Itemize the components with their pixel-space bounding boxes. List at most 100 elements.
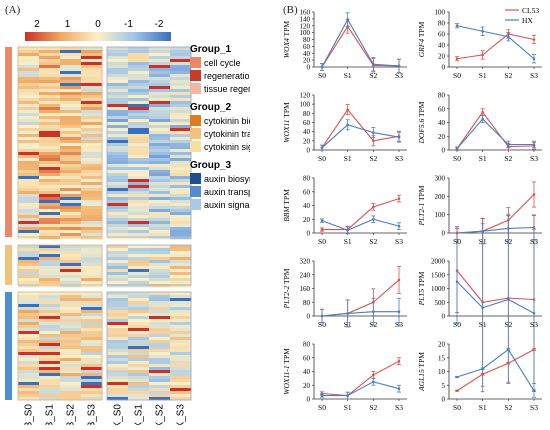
heatmap-cell	[170, 373, 192, 377]
block-outline	[17, 46, 103, 238]
series-line	[456, 194, 535, 234]
heatmap-cell	[170, 275, 192, 279]
heatmap-cell	[60, 358, 82, 362]
heatmap-cell	[39, 325, 61, 329]
heatmap-cell	[39, 373, 61, 377]
heatmap-cell	[170, 301, 192, 305]
heatmap-cell	[149, 367, 171, 371]
heatmap-cell	[39, 382, 61, 386]
heatmap-cell	[107, 71, 129, 75]
heatmap-cell	[60, 230, 82, 234]
heatmap-cell	[107, 140, 129, 144]
y-tick-label: 40	[438, 42, 446, 50]
heatmap-cell	[60, 275, 82, 279]
heatmap-cell	[18, 310, 40, 314]
heatmap-cell	[81, 167, 103, 171]
heatmap-cell	[18, 251, 40, 255]
heatmap-cell	[149, 173, 171, 177]
heatmap-cell	[39, 185, 61, 189]
heatmap-cell	[18, 191, 40, 195]
legend-item-label: auxin biosynthesis	[204, 174, 250, 184]
heatmap-cell	[170, 263, 192, 267]
heatmap-cell	[170, 176, 192, 180]
y-tick-label: 0	[442, 147, 446, 155]
heatmap-cell	[39, 143, 61, 147]
heatmap-cell	[128, 227, 150, 231]
heatmap-cell	[60, 292, 82, 296]
heatmap-cell	[170, 316, 192, 320]
series-line	[321, 124, 400, 149]
heatmap-cell	[107, 248, 129, 252]
heatmap-cell	[149, 257, 171, 261]
heatmap-cell	[81, 194, 103, 198]
heatmap-cell	[60, 155, 82, 159]
heatmap-cell	[107, 266, 129, 270]
heatmap-cell	[39, 224, 61, 228]
heatmap-cell	[39, 391, 61, 395]
heatmap-cell	[81, 307, 103, 311]
heatmap-cell	[149, 376, 171, 380]
heatmap-cell	[39, 212, 61, 216]
heatmap-cell	[60, 203, 82, 207]
data-point	[455, 389, 459, 393]
heatmap-cell	[170, 59, 192, 63]
data-point	[481, 29, 484, 33]
heatmap-cell	[39, 128, 61, 132]
heatmap-cell	[107, 325, 129, 329]
heatmap-cell	[170, 74, 192, 78]
heatmap-cell	[81, 376, 103, 380]
heatmap-cell	[107, 149, 129, 153]
heatmap-cell	[149, 50, 171, 54]
heatmap-cell	[149, 394, 171, 398]
heatmap-cell	[18, 146, 40, 150]
heatmap-cell	[39, 367, 61, 371]
heatmap-cell	[149, 266, 171, 270]
heatmap-cell	[81, 224, 103, 228]
heatmap-cell	[170, 248, 192, 252]
heatmap-cell	[149, 122, 171, 126]
heatmap-cell	[60, 89, 82, 93]
heatmap-cell	[107, 364, 129, 368]
heatmap-cell	[149, 331, 171, 335]
heatmap-cell	[39, 310, 61, 314]
y-tick-label: 20	[303, 57, 311, 65]
heatmap-cell	[149, 275, 171, 279]
heatmap-cell	[60, 185, 82, 189]
heatmap-cell	[39, 236, 61, 240]
legend-swatch	[190, 83, 201, 94]
heatmap-cell	[170, 343, 192, 347]
unit: TPM	[282, 348, 291, 365]
heatmap-cell	[18, 236, 40, 240]
heatmap-cell	[39, 191, 61, 195]
heatmap-cell	[149, 110, 171, 114]
heatmap-cell	[170, 68, 192, 72]
heatmap-cell	[149, 319, 171, 323]
line-chart: 0 20 40 60 80 S0 S1 S2 S3 WOX11-1 TPM	[282, 341, 407, 412]
heatmap-cell	[170, 245, 192, 249]
heatmap-cell	[18, 89, 40, 93]
heatmap-cell	[107, 263, 129, 267]
heatmap-cell	[170, 346, 192, 350]
heatmap-cell	[60, 176, 82, 180]
y-tick-label: 0	[307, 230, 311, 238]
heatmap-cell	[149, 188, 171, 192]
heatmap-cell	[39, 331, 61, 335]
y-tick-label: 20	[438, 133, 446, 141]
heatmap-cell	[39, 167, 61, 171]
heatmap-cell	[170, 164, 192, 168]
heatmap-cell	[81, 266, 103, 270]
heatmap-cell	[81, 122, 103, 126]
unit: TPM	[417, 101, 426, 118]
heatmap-cell	[107, 89, 129, 93]
heatmap-cell	[128, 47, 150, 51]
data-point	[397, 64, 401, 68]
heatmap-cell	[170, 266, 192, 270]
heatmap-cell	[60, 224, 82, 228]
heatmap-cell	[170, 167, 192, 171]
heatmap-cell	[18, 263, 40, 267]
unit: TPM	[282, 21, 291, 38]
heatmap-cell	[128, 224, 150, 228]
x-tick-label: S1	[344, 403, 352, 412]
data-point	[372, 205, 375, 209]
gene-name: PLT2-1	[417, 203, 426, 227]
